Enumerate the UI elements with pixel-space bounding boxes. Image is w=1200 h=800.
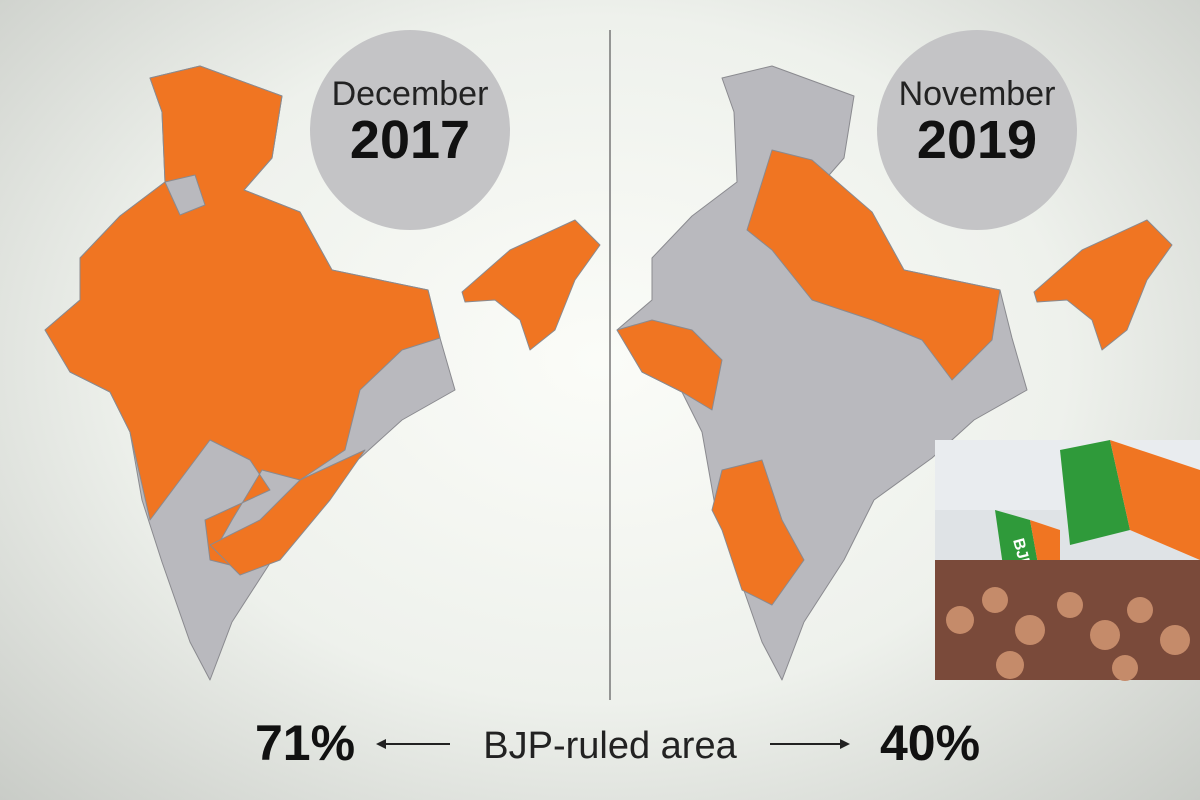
month: December xyxy=(332,75,489,113)
date-badge xyxy=(877,30,1077,230)
date-badge xyxy=(310,30,510,230)
share-2019: 40% xyxy=(880,715,980,771)
footer: 71% BJP-ruled area 40% xyxy=(255,715,980,771)
photo-inset: BJP xyxy=(935,440,1200,681)
map-2019: November 2019 xyxy=(616,30,1173,681)
arrow-head xyxy=(376,739,386,749)
caption: BJP-ruled area xyxy=(483,725,737,767)
year: 2017 xyxy=(350,110,470,170)
map-2017: December 2017 xyxy=(44,30,601,681)
arrow-head xyxy=(840,739,850,749)
year: 2019 xyxy=(917,110,1037,170)
share-2017: 71% xyxy=(255,715,355,771)
month: November xyxy=(899,75,1056,113)
